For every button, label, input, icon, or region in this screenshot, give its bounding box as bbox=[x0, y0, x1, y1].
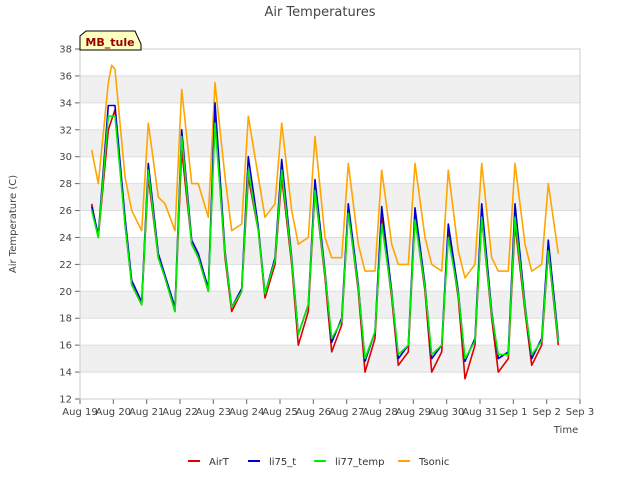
series-lines bbox=[90, 64, 560, 380]
plot-frame bbox=[79, 48, 581, 400]
site-label: MB_tule bbox=[85, 36, 134, 49]
series-line-li77-temp bbox=[90, 115, 560, 360]
x-tick-label: Sep 1 bbox=[499, 407, 527, 418]
legend-label: li77_temp bbox=[335, 457, 384, 468]
x-tick-label: Aug 29 bbox=[396, 407, 431, 418]
x-tick-label: Aug 30 bbox=[429, 407, 464, 418]
x-tick-label: Aug 28 bbox=[362, 407, 397, 418]
y-tick-label: 16 bbox=[59, 341, 72, 352]
x-tick-label: Aug 27 bbox=[329, 407, 364, 418]
y-axis-label: Air Temperature (C) bbox=[8, 175, 19, 273]
x-tick-label: Aug 19 bbox=[62, 407, 97, 418]
y-tick-label: 30 bbox=[59, 152, 72, 163]
y-tick-label: 12 bbox=[59, 395, 72, 406]
x-tick-label: Aug 20 bbox=[96, 407, 131, 418]
legend-label: li75_t bbox=[269, 457, 296, 468]
background-band bbox=[80, 49, 580, 76]
y-tick-label: 24 bbox=[59, 233, 72, 244]
y-axis: 12 14 16 18 20 22 24 26 28 30 32 34 36 38 bbox=[59, 45, 80, 406]
y-tick-label: 26 bbox=[59, 206, 72, 217]
x-tick-label: Aug 31 bbox=[462, 407, 497, 418]
y-tick-label: 18 bbox=[59, 314, 72, 325]
chart-title: Air Temperatures bbox=[264, 5, 375, 20]
site-label-box: MB_tule bbox=[79, 30, 142, 51]
legend-label: Tsonic bbox=[418, 457, 449, 468]
background-band bbox=[80, 210, 580, 238]
y-tick-label: 22 bbox=[59, 260, 72, 271]
y-tick-label: 36 bbox=[59, 71, 72, 82]
series-line-tsonic bbox=[90, 64, 560, 279]
x-tick-label: Aug 21 bbox=[129, 407, 164, 418]
y-tick-label: 34 bbox=[59, 98, 72, 109]
x-tick-label: Aug 25 bbox=[262, 407, 297, 418]
background-band bbox=[80, 156, 580, 184]
background-band bbox=[80, 345, 580, 373]
background-band bbox=[80, 264, 580, 292]
y-tick-label: 38 bbox=[59, 45, 72, 56]
y-tick-label: 14 bbox=[59, 368, 72, 379]
background-band bbox=[80, 291, 580, 319]
x-tick-label: Aug 22 bbox=[162, 407, 197, 418]
background-band bbox=[80, 129, 580, 157]
x-tick-label: Sep 2 bbox=[532, 407, 560, 418]
background-band bbox=[80, 102, 580, 130]
x-tick-label: Aug 24 bbox=[229, 407, 264, 418]
x-tick-label: Sep 3 bbox=[566, 407, 594, 418]
x-tick-label: Aug 23 bbox=[196, 407, 231, 418]
y-tick-label: 28 bbox=[59, 179, 72, 190]
background-band bbox=[80, 372, 580, 399]
legend: AirT li75_t li77_temp Tsonic bbox=[188, 457, 449, 468]
background-band bbox=[80, 183, 580, 211]
background-band bbox=[80, 75, 580, 103]
x-tick-label: Aug 26 bbox=[296, 407, 331, 418]
y-tick-label: 32 bbox=[59, 125, 72, 136]
x-axis-label: Time bbox=[553, 425, 578, 436]
legend-label: AirT bbox=[209, 457, 230, 468]
y-tick-label: 20 bbox=[59, 287, 72, 298]
